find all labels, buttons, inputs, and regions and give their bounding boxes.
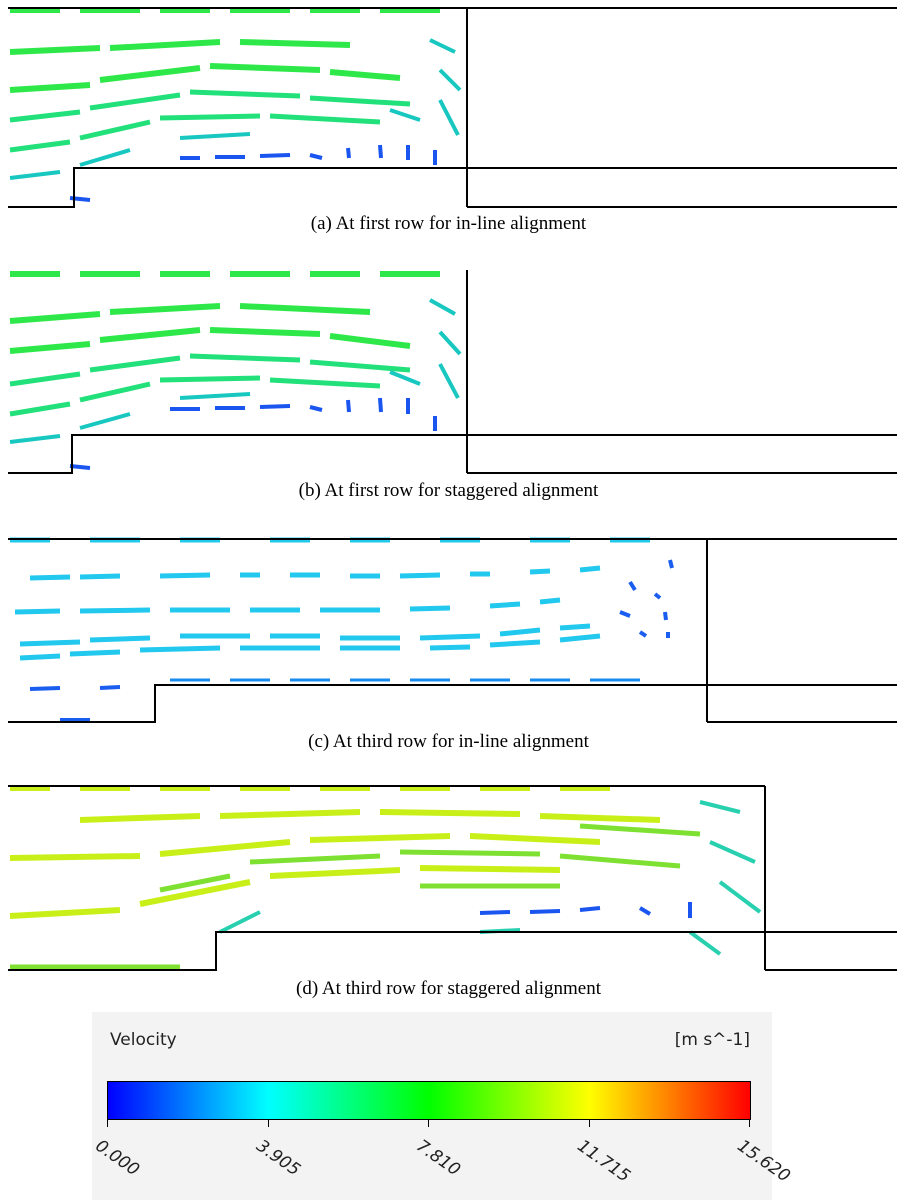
legend-units: [m s^-1] — [674, 1030, 750, 1050]
vector-plot-c — [0, 532, 897, 727]
vector-plot-a-svg — [8, 7, 897, 208]
vector-field-d — [9, 785, 762, 970]
vector-plot-d-svg — [8, 785, 897, 971]
colorbar-tick-label: 11.715 — [573, 1136, 634, 1187]
vector-plot-d — [0, 782, 897, 977]
colorbar-tick-label: 15.620 — [733, 1136, 794, 1187]
vector-plot-c-svg — [8, 537, 897, 723]
geometry-b — [8, 270, 897, 474]
vector-field-c — [10, 537, 674, 722]
colorbar-tick-mark — [749, 1119, 750, 1127]
caption-d: (d) At third row for staggered alignment — [296, 978, 601, 999]
colorbar-tick-label: 7.810 — [412, 1136, 464, 1181]
caption-b: (b) At first row for staggered alignment — [298, 480, 599, 501]
vector-plot-b-svg — [8, 270, 897, 474]
caption-a: (a) At first row for in-line alignment — [310, 213, 587, 234]
geometry-c — [8, 538, 897, 723]
colorbar-tick-mark — [428, 1119, 429, 1127]
legend-title: Velocity — [110, 1030, 177, 1050]
colorbar-tick-label: 0.000 — [91, 1136, 143, 1181]
colorbar-tick-mark — [588, 1119, 590, 1127]
vector-field-b — [9, 271, 462, 470]
colorbar-tick-label: 3.905 — [252, 1136, 304, 1181]
colorbar-tick-mark — [267, 1119, 269, 1127]
caption-c: (c) At third row for in-line alignment — [308, 731, 589, 752]
geometry-d — [8, 785, 897, 971]
vector-field-a — [9, 7, 462, 202]
velocity-legend: Velocity [m s^-1] 0.000 3.905 7.810 11.715 1… — [91, 1012, 794, 1200]
vector-plot-a — [0, 0, 897, 210]
geometry-a — [8, 7, 897, 208]
colorbar-tick-mark — [107, 1119, 108, 1127]
vector-plot-b — [0, 266, 897, 476]
colorbar — [107, 1081, 751, 1120]
